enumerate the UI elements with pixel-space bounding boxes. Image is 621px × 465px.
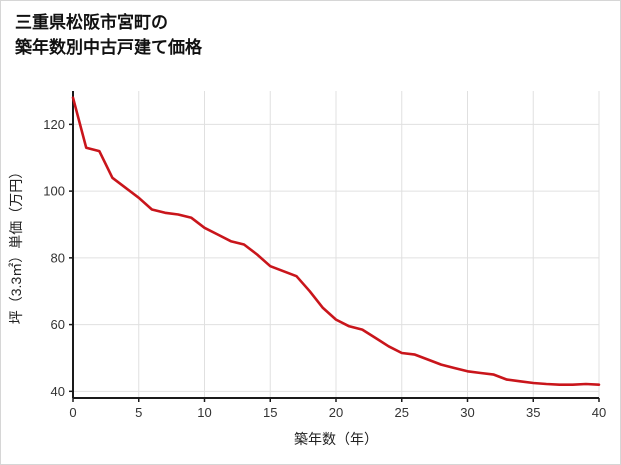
chart-title-line1: 三重県松阪市宮町の: [15, 13, 168, 32]
x-tick-label: 10: [197, 405, 211, 420]
price-line-series: [71, 96, 601, 387]
y-tick-label: 80: [51, 250, 65, 265]
x-tick-label: 40: [592, 405, 606, 420]
x-tick-label: 30: [460, 405, 474, 420]
x-tick-label: 20: [329, 405, 343, 420]
x-tick-label: 0: [69, 405, 76, 420]
chart-title: 三重県松阪市宮町の 築年数別中古戸建て価格: [15, 11, 202, 60]
y-axis-title: 坪（3.3㎡）単価（万円）: [8, 165, 24, 324]
y-tick-label: 100: [43, 184, 65, 199]
price-by-age-line-chart: 40 60 80 100 120 0 5 10 15 20 25 30 35 40 築年数（年） 坪（3.3㎡…: [8, 91, 606, 447]
y-tick-label: 120: [43, 117, 65, 132]
y-tick-label: 60: [51, 317, 65, 332]
x-tick-label: 25: [395, 405, 409, 420]
x-tick-label: 5: [135, 405, 142, 420]
y-tick-label: 40: [51, 384, 65, 399]
x-axis-title: 築年数（年）: [294, 431, 378, 447]
x-tick-label: 35: [526, 405, 540, 420]
x-tick-label: 15: [263, 405, 277, 420]
chart-title-line2: 築年数別中古戸建て価格: [15, 37, 202, 57]
